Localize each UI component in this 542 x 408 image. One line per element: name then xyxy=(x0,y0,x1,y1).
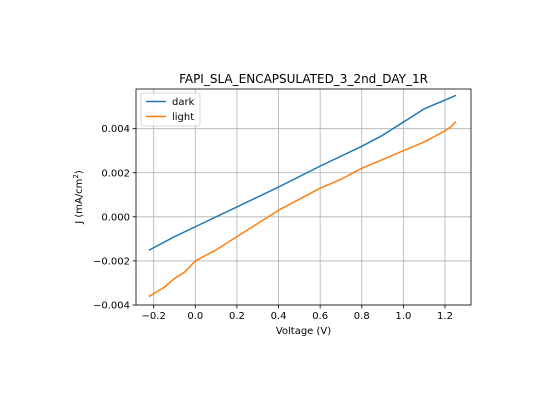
x-tick-label: 0.0 xyxy=(187,311,203,322)
y-tick-label: 0.000 xyxy=(101,212,130,223)
axes-frame xyxy=(135,88,472,306)
series-layer xyxy=(148,94,457,298)
y-ticks: −0.004 −0.002 0.000 0.002 0.004 xyxy=(93,124,136,312)
x-ticks: −0.2 0.0 0.2 0.4 0.6 0.8 1.0 1.2 xyxy=(142,305,453,322)
x-tick-label: −0.2 xyxy=(142,311,166,322)
x-tick-label: 0.4 xyxy=(271,311,287,322)
x-tick-label: 0.6 xyxy=(312,311,328,322)
y-tick-label: 0.002 xyxy=(101,168,130,179)
x-tick-label: 0.2 xyxy=(229,311,245,322)
series-line-light xyxy=(148,120,457,298)
y-axis-label-main: J (mA/cm xyxy=(74,179,85,225)
y-tick-label: 0.004 xyxy=(101,124,130,135)
y-tick-label: −0.002 xyxy=(93,256,130,267)
y-axis-label-tail: ) xyxy=(74,170,85,174)
series-line-dark xyxy=(148,94,457,251)
legend-label-light: light xyxy=(172,112,194,123)
legend-label-dark: dark xyxy=(172,97,195,108)
y-tick-label: −0.004 xyxy=(93,301,130,312)
x-tick-label: 1.0 xyxy=(395,311,411,322)
chart-title: FAPI_SLA_ENCAPSULATED_3_2nd_DAY_1R xyxy=(179,72,428,86)
x-axis-label: Voltage (V) xyxy=(276,326,331,337)
y-axis-label-superscript: 2 xyxy=(72,174,80,178)
x-tick-label: 1.2 xyxy=(437,311,453,322)
y-axis-label: J (mA/cm2) xyxy=(72,170,85,225)
legend: dark light xyxy=(140,92,201,127)
x-tick-label: 0.8 xyxy=(354,311,370,322)
